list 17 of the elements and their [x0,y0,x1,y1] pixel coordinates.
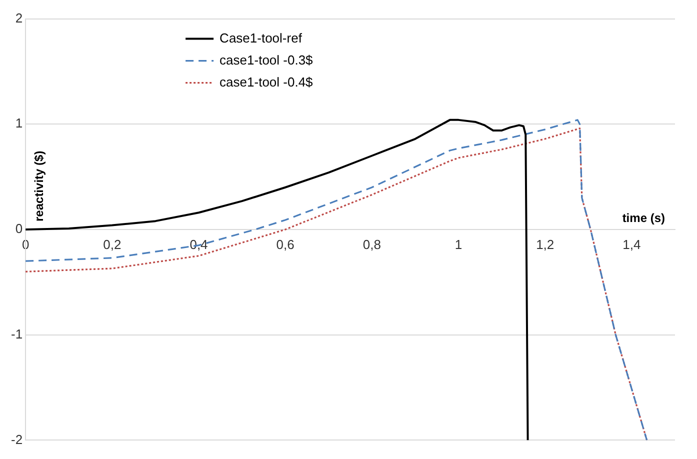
x-tick-label: 1,4 [622,236,641,252]
y-tick-label: -1 [10,326,23,342]
x-tick-label: 0,6 [276,236,294,252]
y-axis-title: reactivity ($) [32,150,46,222]
x-axis-title: time (s) [622,210,665,225]
y-tick-label: 0 [15,221,23,236]
legend-label: Case1-tool-ref [220,30,302,46]
legend-label: case1-tool -0.3$ [220,52,314,68]
x-tick-label: 1,2 [536,236,554,252]
x-tick-label: 1 [454,236,462,252]
x-tick-label: 0,8 [362,236,381,252]
y-tick-label: 2 [15,10,23,26]
y-tick-label: -2 [10,432,23,447]
legend-label: case1-tool -0.4$ [220,74,314,90]
x-tick-label: 0,4 [190,236,208,252]
y-tick-label: 1 [15,116,23,131]
x-tick-label: 0,2 [103,236,122,252]
